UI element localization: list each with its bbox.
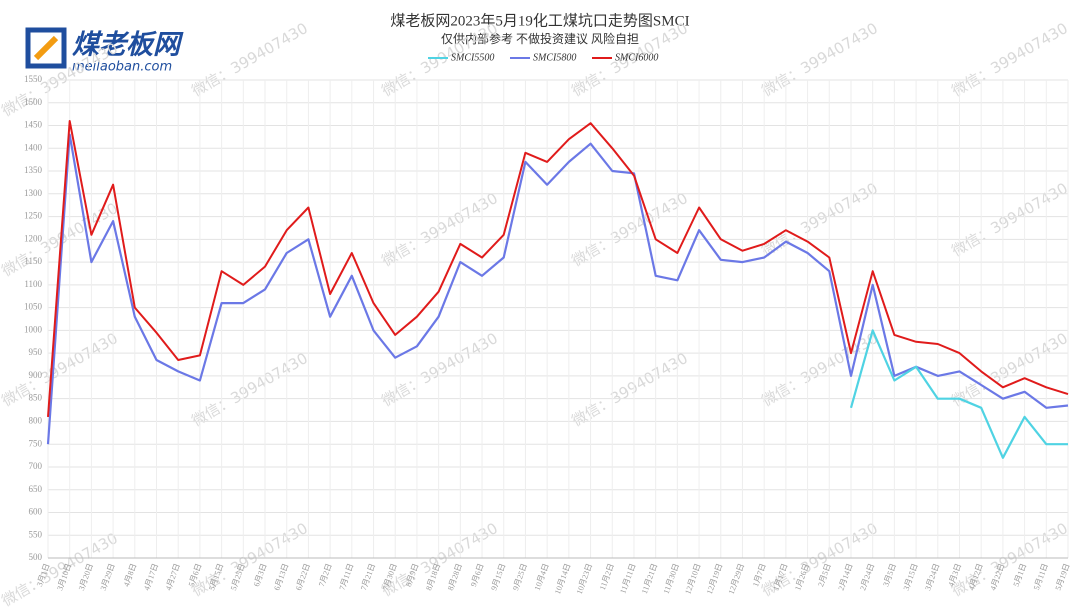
watermark: 微信：399407430 xyxy=(0,329,121,410)
y-tick-label: 500 xyxy=(29,552,43,562)
legend-label: SMCI5800 xyxy=(533,52,576,63)
x-tick-label: 11月11日 xyxy=(618,562,637,595)
series-line xyxy=(46,133,1069,445)
y-tick-label: 900 xyxy=(29,370,43,380)
watermark: 微信：399407430 xyxy=(949,179,1071,260)
y-tick-label: 850 xyxy=(29,393,43,403)
y-tick-label: 1550 xyxy=(24,74,43,84)
watermarks: 微信：399407430 微信：399407430 微信：399407430 微信：3… xyxy=(0,19,1071,610)
watermark: 微信：399407430 xyxy=(0,529,121,610)
x-tick-label: 7月2日 xyxy=(317,562,334,588)
series-line xyxy=(849,329,1068,459)
y-tick-label: 550 xyxy=(29,529,43,539)
series-line xyxy=(47,120,1069,417)
x-tick-label: 3月24日 xyxy=(923,562,941,591)
y-tick-label: 1350 xyxy=(24,165,43,175)
x-tick-label: 5月19日 xyxy=(1054,562,1072,591)
chart-title: 煤老板网2023年5月19化工煤坑口走势图SMCI xyxy=(390,11,689,29)
y-tick-label: 700 xyxy=(29,461,43,471)
watermark: 微信：399407430 xyxy=(949,329,1071,410)
y-tick-label: 1200 xyxy=(24,233,43,243)
y-tick-label: 1150 xyxy=(24,256,42,266)
logo: 煤老板网 meilaoban.com xyxy=(25,27,184,75)
watermark: 微信：399407430 xyxy=(379,329,501,410)
x-tick-label: 10月23日 xyxy=(575,562,594,595)
x-tick-label: 9月15日 xyxy=(489,562,507,591)
x-tick-label: 4月8日 xyxy=(122,562,139,588)
logo-name: 煤老板网 xyxy=(72,30,184,61)
x-tick-label: 5月11日 xyxy=(1032,562,1050,591)
y-tick-label: 1500 xyxy=(24,97,43,107)
logo-icon xyxy=(33,35,59,61)
y-tick-label: 800 xyxy=(29,415,43,425)
x-tick-label: 3月29日 xyxy=(99,562,117,591)
y-tick-label: 600 xyxy=(29,507,43,517)
x-tick-label: 3月5日 xyxy=(881,562,898,588)
y-tick-label: 950 xyxy=(29,347,43,357)
x-tick-label: 11月21日 xyxy=(640,562,659,595)
y-tick-label: 1000 xyxy=(24,324,43,334)
x-tick-label: 6月13日 xyxy=(272,562,290,591)
x-tick-label: 12月29日 xyxy=(727,562,746,595)
x-tick-label: 12月10日 xyxy=(683,562,702,595)
watermark: 微信：399407430 xyxy=(189,349,311,430)
x-tick-label: 4月27日 xyxy=(164,562,182,591)
legend-label: SMCI6000 xyxy=(615,52,658,63)
x-tick-label: 7月11日 xyxy=(337,562,355,591)
x-tick-label: 9月25日 xyxy=(511,562,529,591)
y-tick-label: 1250 xyxy=(24,211,43,221)
legend-label: SMCI5500 xyxy=(451,52,494,63)
y-tick-label: 1100 xyxy=(24,279,42,289)
x-tick-label: 11月2日 xyxy=(598,562,616,591)
y-tick-label: 1300 xyxy=(24,188,43,198)
watermark: 微信：399407430 xyxy=(759,19,881,100)
x-tick-label: 10月14日 xyxy=(553,562,572,595)
x-tick-label: 6月22日 xyxy=(294,562,312,591)
x-tick-label: 3月15日 xyxy=(902,562,920,591)
x-tick-label: 11月30日 xyxy=(662,562,681,595)
y-tick-label: 1450 xyxy=(24,120,43,130)
x-tick-label: 4月17日 xyxy=(142,562,160,591)
x-tick-label: 2月14日 xyxy=(837,562,855,591)
chart-subtitle: 仅供内部参考 不做投资建议 风险自担 xyxy=(441,31,639,46)
logo-url: meilaoban.com xyxy=(72,60,172,75)
x-tick-label: 12月19日 xyxy=(705,562,724,595)
watermark: 微信：399407430 xyxy=(569,189,691,270)
watermark: 微信：399407430 xyxy=(379,519,501,600)
x-tick-label: 7月21日 xyxy=(359,562,377,591)
y-tick-label: 1400 xyxy=(24,142,43,152)
watermark: 微信：399407430 xyxy=(949,19,1071,100)
x-tick-label: 9月6日 xyxy=(469,562,486,588)
x-tick-label: 2月24日 xyxy=(858,562,876,591)
y-tick-label: 1050 xyxy=(24,302,43,312)
logo-icon xyxy=(25,27,67,69)
y-tick-label: 750 xyxy=(29,438,43,448)
x-tick-label: 8月28日 xyxy=(446,562,464,591)
watermark: 微信：399407430 xyxy=(189,19,311,100)
y-tick-label: 650 xyxy=(29,484,43,494)
watermark: 微信：399407430 xyxy=(569,349,691,430)
x-tick-label: 10月4日 xyxy=(533,562,551,591)
